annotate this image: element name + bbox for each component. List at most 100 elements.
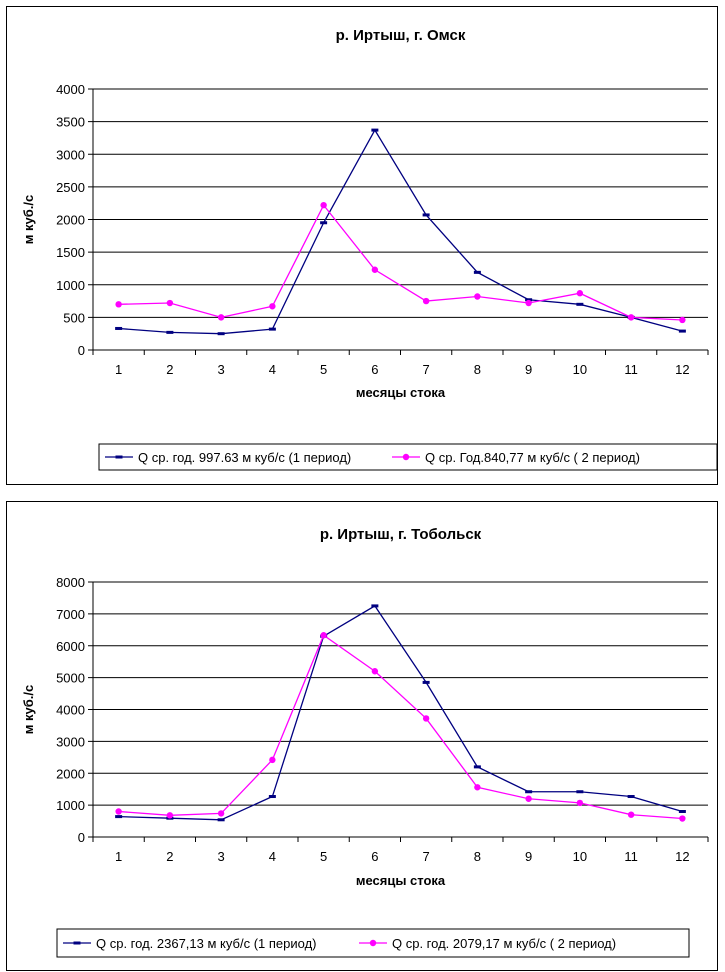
data-point	[576, 302, 584, 306]
data-point	[473, 270, 481, 274]
x-tick-label: 9	[525, 849, 532, 864]
data-point	[678, 810, 686, 813]
x-axis-label: месяцы стока	[356, 385, 446, 400]
data-point	[371, 266, 379, 273]
data-point	[166, 299, 174, 307]
x-tick-label: 2	[166, 849, 173, 864]
y-tick-label: 500	[63, 310, 85, 325]
legend-label: Q ср. год. 2079,17 м куб/с ( 2 период)	[392, 936, 616, 951]
series-line	[118, 634, 683, 820]
data-point	[320, 201, 327, 209]
x-tick-label: 11	[624, 362, 638, 377]
x-tick-label: 6	[371, 849, 378, 864]
y-tick-label: 3000	[56, 147, 85, 162]
data-point	[269, 303, 276, 310]
legend-label: Q ср. год. 997.63 м куб/с (1 период)	[138, 450, 351, 465]
y-tick-label: 2500	[56, 180, 85, 195]
series-line	[118, 128, 683, 335]
data-point	[474, 293, 481, 300]
data-point	[268, 327, 276, 331]
y-tick-label: 3500	[56, 115, 85, 130]
data-point	[525, 795, 532, 802]
x-tick-label: 5	[320, 362, 327, 377]
x-tick-label: 4	[269, 362, 276, 377]
data-point	[115, 808, 122, 815]
data-point	[371, 604, 379, 608]
data-point	[678, 329, 686, 333]
data-point	[576, 790, 584, 794]
data-point	[525, 299, 532, 307]
data-point	[217, 810, 225, 817]
data-point	[166, 812, 174, 819]
x-tick-label: 1	[115, 849, 122, 864]
data-point	[268, 795, 276, 799]
legend-swatch-marker	[369, 939, 377, 947]
chart-title: р. Иртыш, г. Омск	[336, 27, 466, 44]
y-tick-label: 4000	[56, 82, 85, 97]
chart-omsk: р. Иртыш, г. Омск 0 500 1000 1500 2000 2500 300…	[21, 27, 718, 471]
x-tick-label: 7	[423, 362, 430, 377]
x-tick-label: 5	[320, 849, 327, 864]
y-tick-label: 0	[78, 830, 85, 845]
y-tick-label: 0	[78, 343, 85, 358]
y-tick-label: 2000	[56, 213, 85, 228]
data-point	[422, 680, 430, 684]
data-point	[525, 298, 533, 302]
data-point	[320, 632, 327, 639]
x-tick-label: 2	[166, 362, 173, 377]
data-point	[320, 221, 328, 225]
x-tick-label: 1	[115, 362, 122, 377]
x-tick-label: 10	[573, 362, 587, 377]
data-point	[115, 815, 123, 819]
data-point	[525, 790, 533, 794]
legend-label: Q ср. Год.840,77 м куб/с ( 2 период)	[425, 450, 640, 465]
data-point	[473, 765, 481, 769]
data-point	[166, 330, 174, 334]
y-tick-label: 1000	[56, 278, 85, 293]
data-point	[576, 799, 584, 807]
y-tick-label: 6000	[56, 639, 85, 654]
data-point	[371, 128, 379, 132]
x-axis-label: месяцы стока	[356, 873, 446, 888]
y-tick-label: 1500	[56, 245, 85, 260]
data-point	[627, 811, 635, 818]
data-point	[217, 314, 225, 321]
x-tick-label: 8	[474, 849, 481, 864]
series-line	[118, 203, 683, 321]
data-point	[422, 297, 430, 305]
data-point	[679, 815, 686, 822]
data-point	[474, 784, 481, 791]
legend-swatch-marker	[115, 455, 123, 459]
data-point	[115, 301, 122, 308]
chart-title: р. Иртыш, г. Тобольск	[320, 526, 482, 543]
data-point	[679, 316, 686, 324]
x-tick-label: 9	[525, 362, 532, 377]
y-tick-label: 4000	[56, 703, 85, 718]
y-tick-label: 3000	[56, 734, 85, 749]
y-tick-label: 1000	[56, 798, 85, 813]
x-tick-label: 12	[675, 849, 689, 864]
data-point	[627, 795, 635, 799]
chart-tobolsk: р. Иртыш, г. Тобольск 0 1000 2000 3000 4000 50…	[21, 526, 709, 958]
x-tick-label: 11	[624, 849, 638, 864]
data-point	[217, 818, 225, 822]
legend-swatch-marker	[402, 453, 410, 461]
x-tick-label: 3	[218, 849, 225, 864]
chart-panel-omsk: р. Иртыш, г. Омск 0 500 1000 1500 2000 2500 300…	[6, 6, 718, 485]
data-point	[217, 332, 225, 336]
y-axis-label: м куб./с	[21, 685, 36, 734]
data-point	[576, 290, 584, 297]
data-point	[422, 715, 430, 722]
y-tick-label: 8000	[56, 575, 85, 590]
x-tick-label: 4	[269, 849, 276, 864]
x-tick-label: 7	[423, 849, 430, 864]
series-line	[118, 605, 683, 821]
chart-panel-tobolsk: р. Иртыш, г. Тобольск 0 1000 2000 3000 4000 50…	[6, 501, 718, 971]
y-tick-label: 5000	[56, 671, 85, 686]
y-tick-label: 2000	[56, 766, 85, 781]
x-tick-label: 12	[675, 362, 689, 377]
x-tick-label: 3	[218, 362, 225, 377]
data-point	[371, 668, 379, 675]
x-tick-label: 6	[371, 362, 378, 377]
y-axis-label: м куб./с	[21, 195, 36, 244]
